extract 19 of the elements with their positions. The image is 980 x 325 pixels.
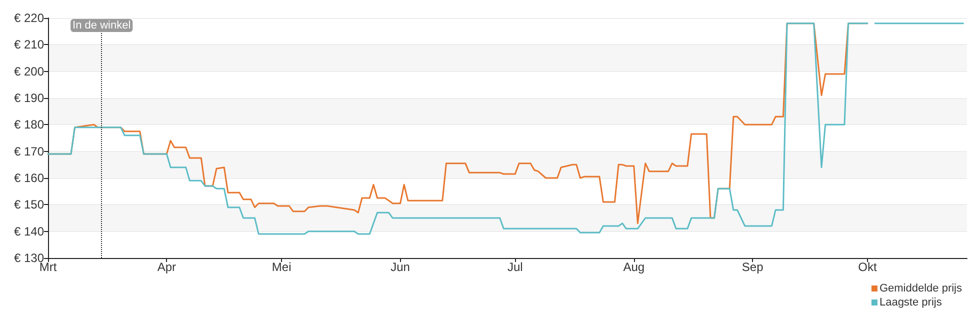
legend-label: Laagste prijs [879,296,942,308]
y-tick-label: € 170 [14,144,44,158]
x-tick-label: Jul [507,260,523,274]
x-tick-label: Mei [272,260,292,274]
y-tick-label: € 210 [14,38,44,52]
y-tick-label: € 180 [14,118,44,132]
y-tick-label: € 150 [14,198,44,212]
y-tick-label: € 190 [14,91,44,105]
y-tick-label: € 160 [14,171,44,185]
x-tick-label: Sep [742,260,764,274]
y-tick-label: € 140 [14,224,44,238]
ref-line-label: In de winkel [72,20,131,32]
y-tick-label: € 220 [14,11,44,25]
x-tick-label: Okt [858,260,878,274]
y-tick-label: € 200 [14,64,44,78]
legend-label: Gemiddelde prijs [879,282,962,294]
x-tick-label: Aug [623,260,645,274]
x-tick-label: Apr [157,260,176,274]
x-tick-label: Jun [390,260,410,274]
